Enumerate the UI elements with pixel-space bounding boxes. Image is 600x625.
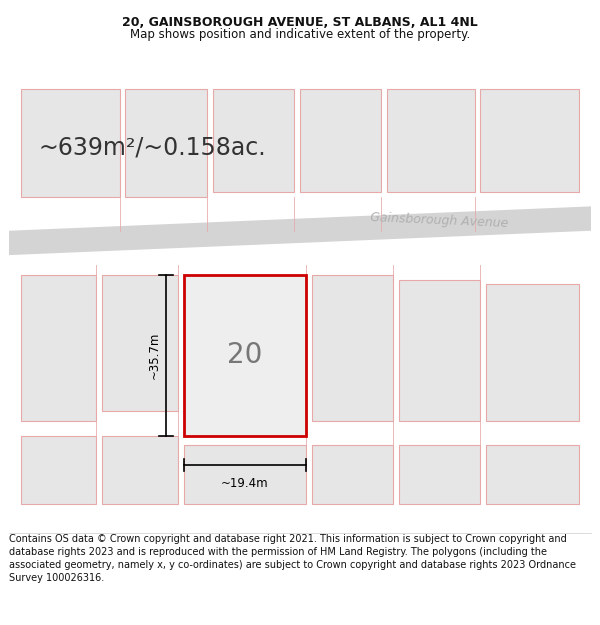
Bar [486,445,580,504]
Text: Contains OS data © Crown copyright and database right 2021. This information is : Contains OS data © Crown copyright and d… [9,534,576,582]
Text: 20, GAINSBOROUGH AVENUE, ST ALBANS, AL1 4NL: 20, GAINSBOROUGH AVENUE, ST ALBANS, AL1 … [122,16,478,29]
Text: Map shows position and indicative extent of the property.: Map shows position and indicative extent… [130,28,470,41]
Bar [184,274,306,436]
Bar [300,89,382,192]
Text: Gainsborough Avenue: Gainsborough Avenue [370,211,509,231]
Bar [102,274,178,411]
Bar [311,445,393,504]
Bar [20,89,119,197]
Text: 20: 20 [227,341,262,369]
Bar [20,274,96,421]
Bar [20,436,96,504]
Text: ~639m²/~0.158ac.: ~639m²/~0.158ac. [38,136,266,160]
Text: ~19.4m: ~19.4m [221,477,269,490]
Bar [388,89,475,192]
Bar [486,284,580,421]
Bar [481,89,580,192]
Bar [399,279,481,421]
Bar [311,274,393,421]
Text: ~35.7m: ~35.7m [148,331,160,379]
Bar [184,445,306,504]
Bar [102,436,178,504]
Bar [399,445,481,504]
Bar [213,89,294,192]
Polygon shape [9,206,591,255]
Bar [125,89,207,197]
